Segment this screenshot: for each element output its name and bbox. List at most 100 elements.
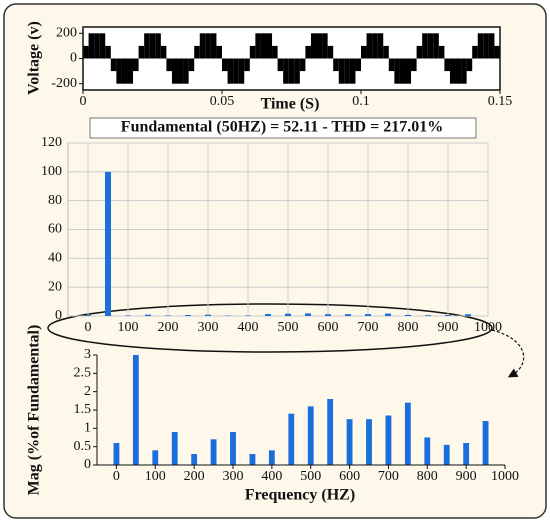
wave-step bbox=[266, 33, 273, 59]
wave-step bbox=[416, 45, 423, 59]
wave-step bbox=[288, 58, 295, 84]
wave-step bbox=[299, 58, 306, 72]
wave-step bbox=[399, 58, 406, 84]
wave-step bbox=[105, 45, 111, 59]
y-tick-label: 40 bbox=[48, 251, 62, 266]
x-tick-label: 400 bbox=[238, 320, 259, 335]
chart-title: Fundamental (50HZ) = 52.11 - THD = 217.0… bbox=[121, 119, 443, 136]
x-tick-label: 300 bbox=[198, 320, 219, 335]
wave-step bbox=[472, 45, 478, 59]
wave-step bbox=[338, 58, 345, 84]
wave-step bbox=[272, 45, 278, 59]
wave-step bbox=[177, 58, 184, 84]
wave-step bbox=[327, 45, 334, 59]
x-tick-label: 0.05 bbox=[210, 94, 235, 109]
x-tick-label: 700 bbox=[358, 320, 379, 335]
x-tick-label: 200 bbox=[184, 469, 205, 484]
wave-step bbox=[438, 45, 445, 59]
bar bbox=[265, 313, 271, 316]
wave-step bbox=[333, 58, 339, 72]
wave-step bbox=[277, 58, 284, 72]
wave-step bbox=[483, 33, 489, 59]
x-axis-label: Time (S) bbox=[261, 96, 320, 113]
zoom-arrow bbox=[491, 329, 525, 378]
marks bbox=[85, 171, 471, 316]
wave-step bbox=[388, 58, 395, 72]
y-tick-label: 3 bbox=[84, 347, 91, 362]
wave-step bbox=[366, 33, 373, 59]
wave-step bbox=[461, 58, 467, 84]
x-tick-label: 0.1 bbox=[352, 94, 370, 109]
y-tick-label: 200 bbox=[56, 26, 77, 41]
wave-step bbox=[444, 58, 450, 72]
wave-step bbox=[405, 58, 412, 84]
bar bbox=[185, 314, 191, 316]
x-tick-label: 500 bbox=[300, 469, 321, 484]
wave-step bbox=[205, 33, 211, 59]
bar bbox=[152, 450, 159, 465]
x-tick-label: 200 bbox=[158, 320, 179, 335]
y-tick-label: 60 bbox=[48, 222, 62, 237]
bar bbox=[205, 314, 211, 316]
y-tick-label: 0 bbox=[70, 51, 77, 66]
y-tick-label: 2 bbox=[84, 384, 91, 399]
wave-step bbox=[110, 58, 117, 72]
y-tick-label: 0 bbox=[55, 308, 62, 323]
wave-step bbox=[88, 33, 95, 59]
x-tick-label: 600 bbox=[318, 320, 339, 335]
y-tick-label: 2.5 bbox=[74, 366, 92, 381]
bar bbox=[404, 402, 411, 465]
wave-step bbox=[227, 58, 234, 84]
wave-step bbox=[194, 45, 200, 59]
wave-step bbox=[238, 58, 245, 84]
y-tick-label: -200 bbox=[51, 76, 77, 91]
bar bbox=[132, 355, 139, 465]
x-tick-label: 600 bbox=[339, 469, 360, 484]
bar bbox=[268, 450, 275, 465]
bar bbox=[191, 454, 198, 465]
plot-frame bbox=[82, 26, 501, 91]
bar bbox=[445, 315, 451, 316]
bar bbox=[249, 454, 256, 465]
x-tick-label: 1000 bbox=[474, 320, 502, 335]
bar bbox=[105, 171, 111, 316]
wave-step bbox=[349, 58, 356, 84]
wave-step bbox=[94, 33, 100, 59]
wave-step bbox=[183, 58, 189, 84]
wave-step bbox=[138, 45, 145, 59]
wave-step bbox=[477, 33, 484, 59]
wave-step bbox=[249, 45, 256, 59]
wave-step bbox=[427, 33, 434, 59]
wave-step bbox=[310, 33, 317, 59]
wave-step bbox=[188, 58, 195, 72]
bar bbox=[405, 314, 411, 316]
bar bbox=[366, 419, 372, 465]
y-tick-label: 1 bbox=[84, 421, 91, 436]
title-box bbox=[89, 117, 477, 139]
bar bbox=[285, 313, 291, 316]
x-tick-label: 0 bbox=[113, 469, 120, 484]
bar bbox=[385, 415, 392, 465]
bar bbox=[325, 314, 331, 316]
wave-step bbox=[316, 33, 323, 59]
bar bbox=[482, 421, 489, 465]
x-tick-label: 900 bbox=[456, 469, 477, 484]
bar bbox=[346, 419, 353, 465]
bar bbox=[465, 314, 471, 316]
wave-step bbox=[199, 33, 206, 59]
wave-step bbox=[488, 33, 495, 59]
wave-step bbox=[233, 58, 239, 84]
wave-step bbox=[144, 33, 150, 59]
bar bbox=[210, 439, 217, 465]
wave-step bbox=[422, 33, 428, 59]
y-tick-label: 20 bbox=[48, 279, 62, 294]
bar bbox=[305, 313, 311, 316]
x-tick-label: 0 bbox=[80, 94, 87, 109]
x-tick-label: 800 bbox=[417, 469, 438, 484]
y-tick-label: 100 bbox=[41, 164, 62, 179]
wave-step bbox=[283, 58, 289, 84]
x-tick-label: 400 bbox=[261, 469, 282, 484]
wave-step bbox=[133, 58, 139, 72]
bar bbox=[385, 313, 391, 316]
